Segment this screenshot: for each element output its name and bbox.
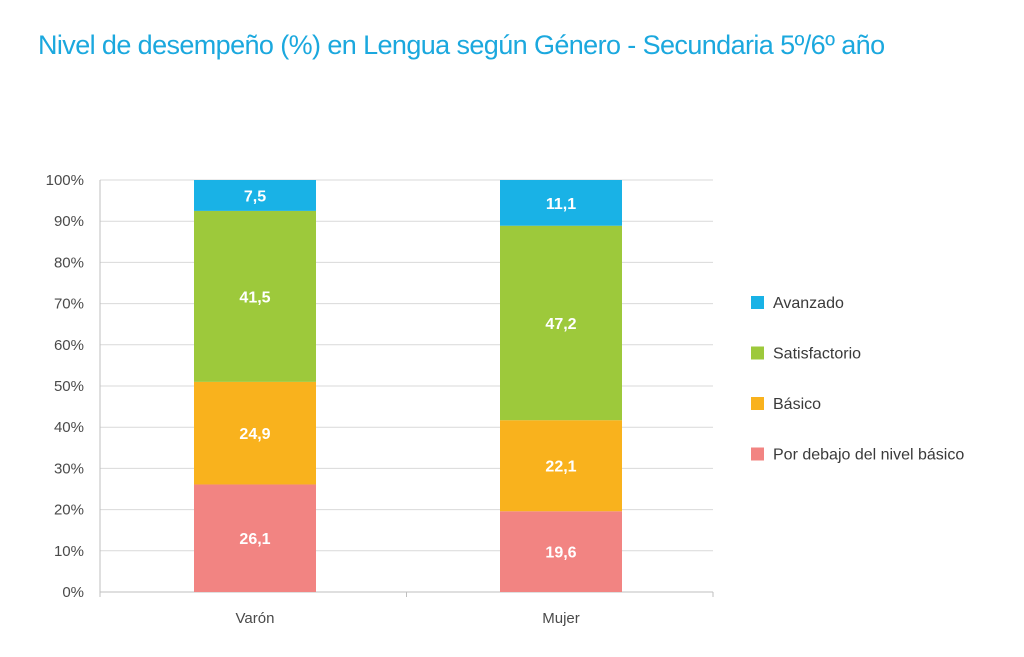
- legend-swatch: [751, 397, 764, 410]
- bar-segment: [500, 511, 622, 592]
- bar-segment: [194, 484, 316, 592]
- legend-swatch: [751, 296, 764, 309]
- legend-label: Básico: [773, 396, 821, 413]
- bar-segment: [500, 225, 622, 421]
- y-tick-label: 90%: [54, 213, 84, 230]
- x-category-label: Mujer: [542, 610, 580, 627]
- bar-segment: [194, 210, 316, 382]
- y-tick-label: 10%: [54, 543, 84, 560]
- y-tick-label: 80%: [54, 254, 84, 271]
- data-label: 26,1: [239, 531, 270, 548]
- x-category-label: Varón: [236, 610, 275, 627]
- legend-label: Por debajo del nivel básico: [773, 447, 964, 464]
- data-label: 11,1: [546, 196, 576, 213]
- y-tick-label: 50%: [54, 378, 84, 395]
- bar-segment: [500, 420, 622, 512]
- y-tick-label: 70%: [54, 296, 84, 313]
- legend-label: Avanzado: [773, 295, 844, 312]
- data-label: 22,1: [545, 459, 576, 476]
- y-tick-label: 30%: [54, 460, 84, 477]
- legend-swatch: [751, 346, 764, 360]
- legend-swatch: [751, 447, 764, 461]
- bar-segment: [500, 180, 622, 226]
- chart-title: Nivel de desempeño (%) en Lengua según G…: [38, 30, 885, 60]
- y-tick-label: 20%: [54, 502, 84, 519]
- bar-segment: [194, 180, 316, 211]
- data-label: 47,2: [545, 316, 576, 333]
- y-tick-label: 60%: [54, 337, 84, 354]
- y-tick-label: 0%: [62, 584, 84, 601]
- y-tick-label: 40%: [54, 419, 84, 436]
- data-label: 7,5: [244, 188, 266, 205]
- legend-label: Satisfactorio: [773, 346, 861, 363]
- data-label: 24,9: [239, 426, 270, 443]
- data-label: 19,6: [545, 545, 576, 562]
- data-label: 41,5: [239, 289, 270, 306]
- y-tick-label: 100%: [46, 172, 84, 189]
- bar-segment: [194, 381, 316, 485]
